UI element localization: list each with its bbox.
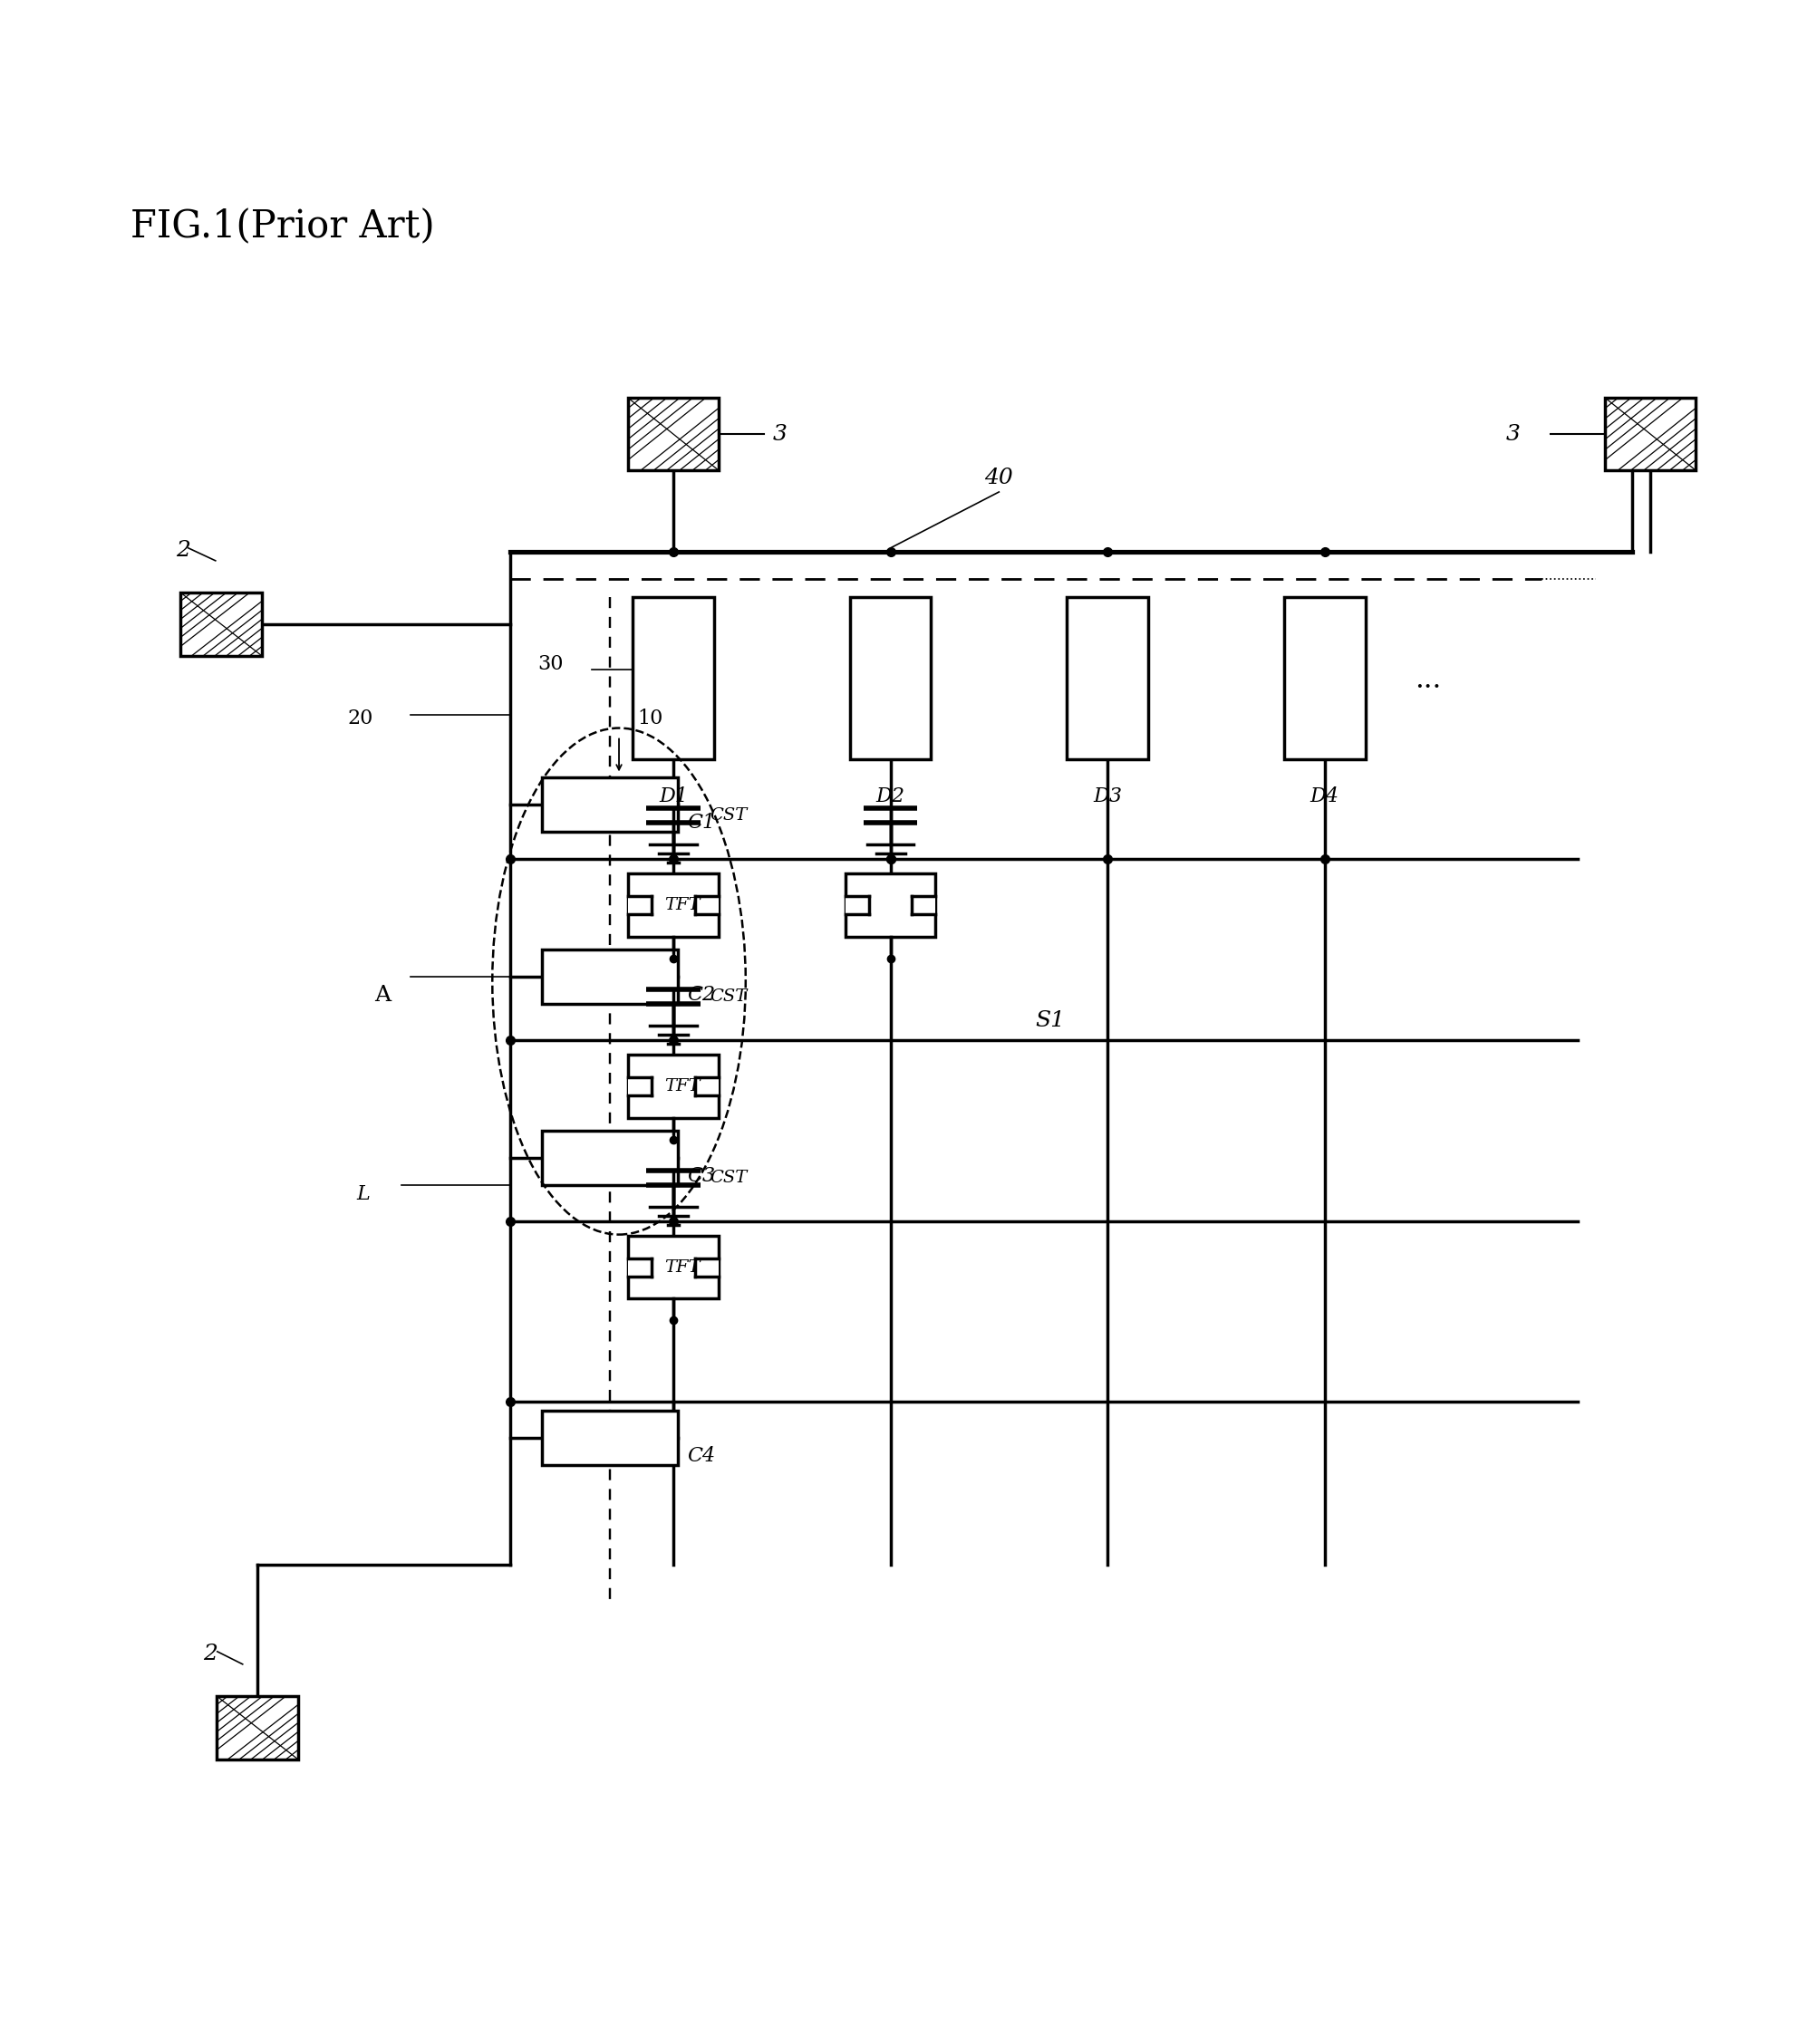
Bar — [629, 399, 718, 470]
Bar — [541, 1130, 678, 1186]
Text: TFT: TFT — [665, 1077, 700, 1094]
Bar — [629, 895, 652, 914]
Bar — [632, 597, 714, 760]
Text: C1: C1 — [687, 814, 716, 834]
Bar — [845, 895, 869, 914]
Text: TFT: TFT — [665, 897, 700, 914]
Text: CST: CST — [709, 807, 747, 824]
Text: 30: 30 — [538, 654, 563, 675]
Bar — [629, 873, 718, 936]
Bar — [1067, 597, 1148, 760]
Text: D3: D3 — [1094, 787, 1123, 807]
Text: 10: 10 — [638, 707, 663, 728]
Bar — [541, 779, 678, 832]
Text: ...: ... — [1415, 666, 1441, 693]
Text: D2: D2 — [876, 787, 905, 807]
Bar — [629, 1257, 652, 1275]
Bar — [541, 1410, 678, 1466]
Text: 40: 40 — [985, 468, 1014, 489]
Bar — [912, 895, 936, 914]
Text: C4: C4 — [687, 1447, 716, 1466]
Bar — [1604, 399, 1695, 470]
Bar — [629, 1055, 718, 1118]
Bar — [216, 1697, 298, 1760]
Bar — [180, 593, 262, 656]
Text: A: A — [374, 985, 391, 1006]
Text: 2: 2 — [204, 1643, 218, 1664]
Text: CST: CST — [709, 989, 747, 1006]
Bar — [629, 1235, 718, 1298]
Text: S1: S1 — [1036, 1010, 1065, 1030]
Text: 3: 3 — [1506, 423, 1521, 444]
Text: TFT: TFT — [665, 1259, 700, 1275]
Text: C3: C3 — [687, 1165, 716, 1186]
Text: 2: 2 — [176, 540, 191, 560]
Bar — [694, 1077, 718, 1096]
Bar — [541, 950, 678, 1004]
Text: D4: D4 — [1310, 787, 1339, 807]
Text: 20: 20 — [347, 707, 372, 728]
Text: C2: C2 — [687, 985, 716, 1006]
Text: 3: 3 — [772, 423, 787, 444]
Bar — [694, 895, 718, 914]
Bar — [845, 873, 936, 936]
Bar — [1285, 597, 1365, 760]
Bar — [850, 597, 930, 760]
Bar — [629, 1077, 652, 1096]
Text: L: L — [356, 1183, 371, 1204]
Text: CST: CST — [709, 1169, 747, 1186]
Text: FIG.1(Prior Art): FIG.1(Prior Art) — [131, 208, 434, 245]
Bar — [694, 1257, 718, 1275]
Text: D1: D1 — [660, 787, 689, 807]
